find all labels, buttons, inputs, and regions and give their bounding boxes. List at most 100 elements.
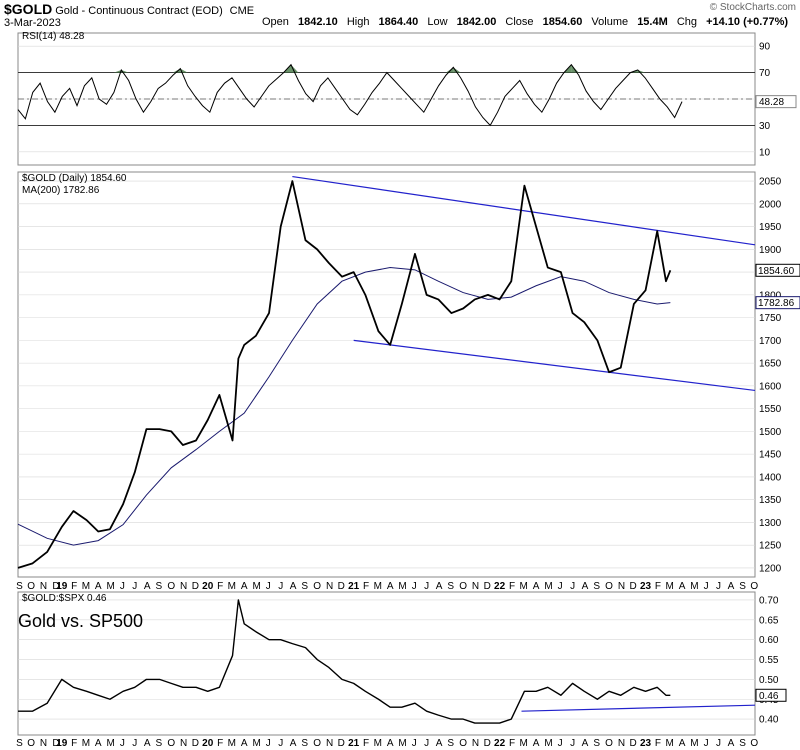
x-axis-label: S [593,581,600,592]
ratio-tick-label: 0.50 [759,675,779,686]
ratio-tick-label: 0.40 [759,715,779,726]
x-axis-label: M [374,738,382,749]
x-axis-label: J [424,581,429,592]
x-axis-label: N [180,738,187,749]
x-axis-label: S [739,738,746,749]
x-axis-label: 23 [640,581,652,592]
price-panel-frame [17,171,756,578]
symbol-description: Gold - Continuous Contract (EOD) [55,5,223,17]
volume-value: 15.4M [637,16,668,28]
x-axis-label: O [459,581,467,592]
x-axis-label: O [605,581,613,592]
x-axis-label: A [290,581,297,592]
x-axis-label: A [290,738,297,749]
x-axis-label: F [363,738,369,749]
x-axis-label: A [728,738,735,749]
ratio-tick-label: 0.65 [759,615,779,626]
chg-label: Chg [676,16,698,28]
ratio-last-value-box [755,688,787,702]
volume-label: Volume [591,16,629,28]
price-tick-label: 1500 [759,427,782,438]
rsi-line [17,63,683,127]
x-axis-label: S [447,738,454,749]
x-axis-label: J [558,738,563,749]
copyright: © StockCharts.com [709,2,796,13]
gold-spx-ratio-line [18,599,671,724]
x-axis-label: O [459,738,467,749]
x-axis-label: 19 [56,581,68,592]
close-label: Close [505,16,534,28]
x-axis-label: M [252,581,260,592]
x-axis-label: A [95,738,102,749]
x-axis-label: F [217,581,223,592]
x-axis-label: M [544,738,552,749]
x-axis-label: A [728,581,735,592]
x-axis-label: M [228,581,236,592]
x-axis-label: J [412,738,417,749]
price-tick-label: 1450 [759,450,782,461]
price-tick-label: 1650 [759,359,782,370]
x-axis-label: J [570,581,575,592]
rsi-tick-label: 70 [759,68,771,79]
quote-summary: Open 1842.10 High 1864.40 Low 1842.00 Cl… [262,16,794,28]
x-axis-label: S [16,738,23,749]
x-axis-label: S [447,581,454,592]
price-tick-label: 1300 [759,518,782,529]
x-axis-label: O [167,581,175,592]
low-label: Low [427,16,448,28]
x-axis-label: A [436,738,443,749]
x-axis-label: O [750,581,758,592]
chg-value: +14.10 (+0.77%) [706,16,789,28]
x-axis-label: D [630,738,637,749]
x-axis-label: O [313,581,321,592]
quote-date: 3-Mar-2023 [4,17,61,29]
x-axis-label: F [71,581,77,592]
ma-legend: MA(200) 1782.86 [22,185,100,196]
x-axis-label: M [82,581,90,592]
x-axis-label: J [704,581,709,592]
x-axis-label: 22 [494,581,506,592]
x-axis-label: M [82,738,90,749]
high-value: 1864.40 [378,16,419,28]
price-legend: $GOLD (Daily) 1854.60 [22,173,127,184]
ratio-trendline [521,704,756,712]
price-last-value-label: 1854.60 [758,266,795,277]
chart-header: $GOLD Gold - Continuous Contract (EOD) CM… [0,0,800,30]
ratio-tick-label: 0.55 [759,655,779,666]
rsi-overbought-fill [113,69,122,73]
rsi-legend: RSI(14) 48.28 [22,31,85,42]
x-axis-label: D [338,738,345,749]
x-axis-label: A [241,738,248,749]
x-axis-label: M [107,738,115,749]
price-tick-label: 1800 [759,290,782,301]
price-tick-label: 1900 [759,245,782,256]
x-axis-label: O [27,581,35,592]
x-axis-label: J [120,581,125,592]
rsi-tick-label: 90 [759,42,771,53]
x-axis-label: D [192,581,199,592]
x-axis-label: O [167,738,175,749]
price-tick-label: 2000 [759,199,782,210]
rsi-tick-label: 30 [759,121,771,132]
rsi-overbought-fill [172,68,181,73]
x-axis-label: J [266,581,271,592]
ratio-legend: $GOLD:$SPX 0.46 [22,593,107,604]
x-axis-label: S [739,581,746,592]
price-trendline [292,175,756,246]
price-tick-label: 1200 [759,563,782,574]
x-axis-label: A [144,581,151,592]
ratio-tick-label: 0.60 [759,635,779,646]
x-axis-label: F [655,738,661,749]
x-axis-label: 19 [56,738,68,749]
x-axis-label: S [16,581,23,592]
price-tick-label: 1750 [759,313,782,324]
open-label: Open [262,16,289,28]
x-axis-label: S [155,581,162,592]
x-axis-label: A [95,581,102,592]
x-axis-label: F [363,581,369,592]
x-axis-label: S [593,738,600,749]
x-axis-label: J [716,738,721,749]
ratio-last-value-label: 0.46 [759,691,779,702]
price-tick-label: 1600 [759,381,782,392]
ma-200-line [17,267,671,546]
